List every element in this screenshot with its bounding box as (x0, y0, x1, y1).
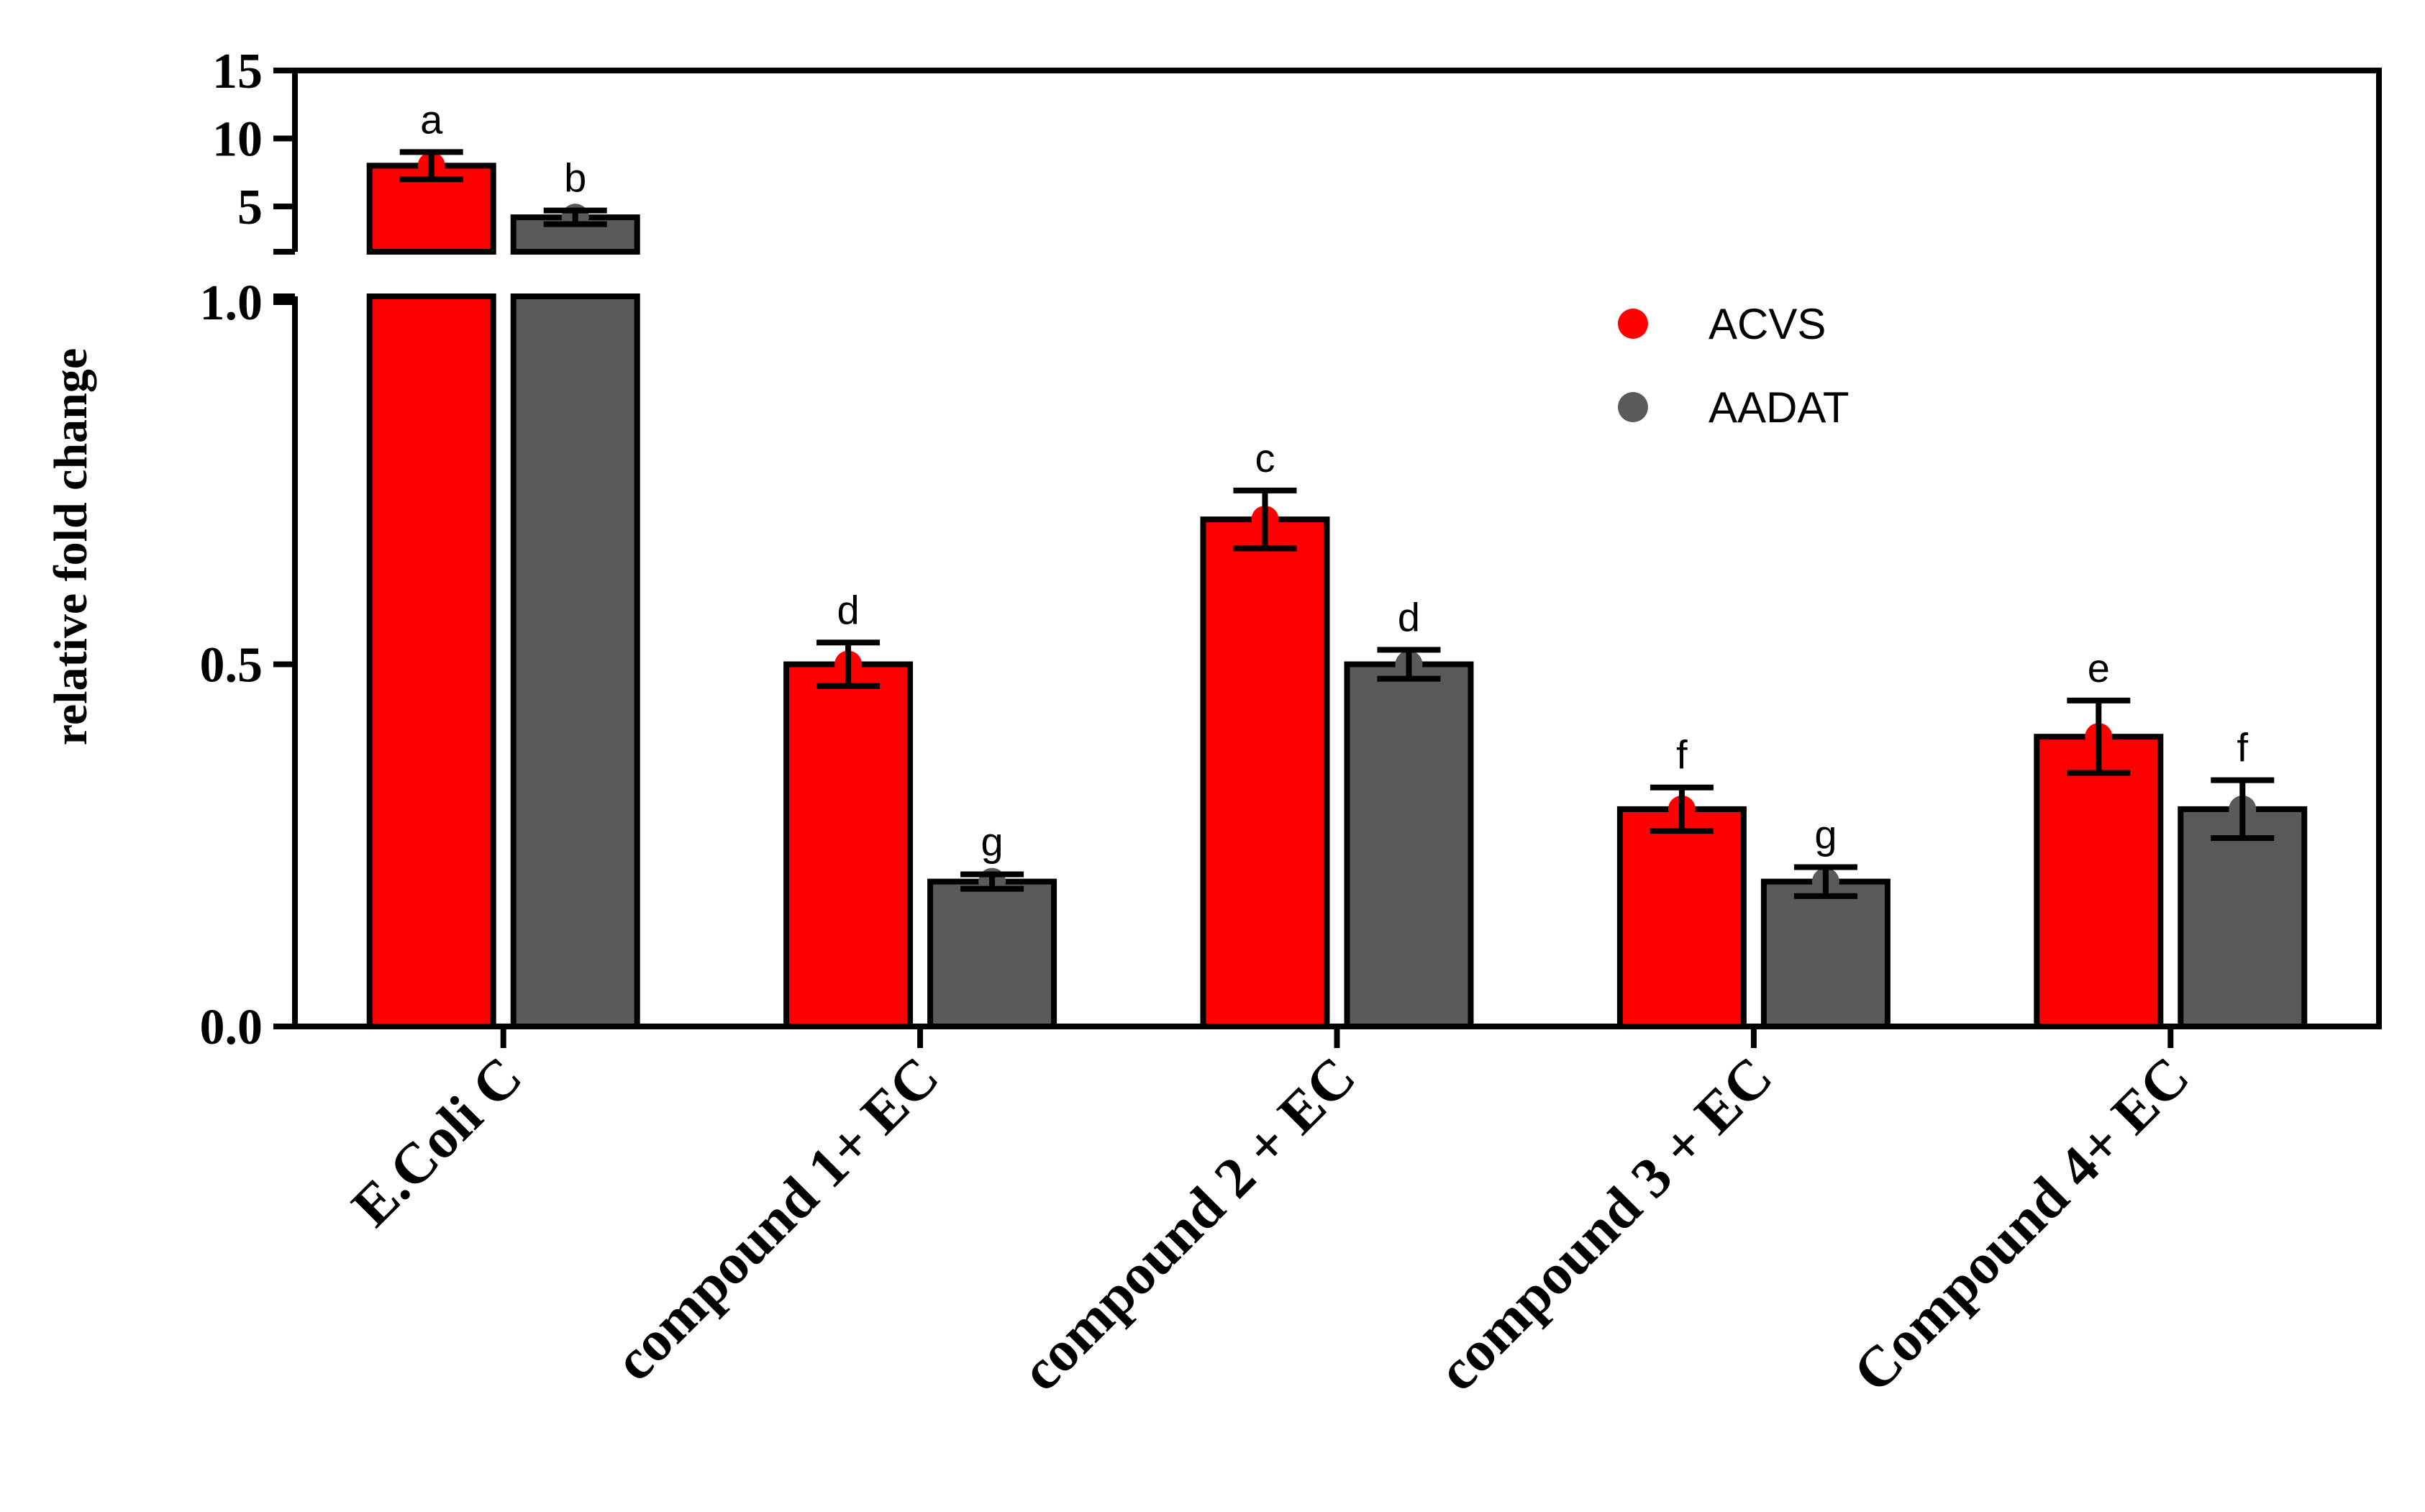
y-tick-label: 0.0 (200, 1000, 263, 1055)
legend-label-aadat: AADAT (1709, 383, 1850, 432)
legend: ACVS AADAT (1618, 300, 1850, 432)
bar-acvs-3 (1616, 806, 1747, 1030)
significance-label-acvs-2: c (1255, 435, 1275, 481)
bar-aadat-2 (1344, 661, 1474, 1029)
bar-acvs-2 (1200, 516, 1330, 1029)
bar-aadat-3 (1760, 878, 1891, 1029)
x-tick-label: compound 2 + EC (1009, 1045, 1368, 1403)
significance-label-acvs-3: f (1676, 732, 1688, 778)
x-tick-label: compound 3 + EC (1426, 1045, 1784, 1403)
bar-acvs-1 (783, 661, 914, 1029)
bar-acvs-0 (366, 293, 496, 1029)
y-tick-label: 10 (212, 112, 263, 168)
significance-label-acvs-0: a (420, 96, 443, 142)
x-tick-label: compound 1+ EC (603, 1045, 951, 1393)
significance-label-acvs-4: e (2088, 645, 2110, 691)
error-bar-aadat-0 (543, 207, 607, 227)
legend-marker-acvs (1618, 309, 1648, 339)
error-bar-acvs-4 (2067, 697, 2131, 776)
y-tick-label: 15 (212, 44, 263, 99)
error-bar-acvs-0 (399, 149, 463, 183)
x-tick-label: Compound 4+ EC (1842, 1045, 2201, 1405)
legend-marker-aadat (1618, 392, 1648, 422)
error-bar-acvs-1 (816, 639, 881, 689)
error-bar-acvs-3 (1650, 784, 1714, 834)
x-tick-label: E.Coli C (340, 1045, 534, 1239)
error-bar-aadat-4 (2211, 777, 2275, 842)
error-bar-acvs-2 (1233, 487, 1297, 552)
bar-aadat-0 (510, 293, 640, 1029)
significance-label-aadat-1: g (981, 819, 1004, 865)
significance-label-aadat-0: b (564, 155, 586, 201)
significance-label-aadat-2: d (1398, 594, 1420, 639)
bars-layer: a b d g c d f g e f (273, 96, 2308, 1030)
error-bar-aadat-1 (960, 871, 1024, 892)
y-axis-label: relative fold change (45, 348, 97, 745)
significance-label-aadat-3: g (1814, 811, 1837, 857)
legend-label-acvs: ACVS (1709, 300, 1826, 348)
bar-aadat-1 (927, 878, 1057, 1029)
y-tick-label: 1.0 (200, 275, 263, 331)
axis-break-gap (273, 255, 705, 293)
error-bar-aadat-3 (1793, 864, 1857, 899)
y-tick-label: 0.5 (200, 638, 263, 693)
bar-acvs-4 (2034, 734, 2164, 1029)
y-tick-label: 5 (237, 180, 263, 235)
significance-label-aadat-4: f (2237, 725, 2249, 770)
error-bar-aadat-2 (1377, 647, 1441, 682)
bar-aadat-4 (2178, 806, 2308, 1030)
significance-label-acvs-1: d (837, 587, 860, 632)
